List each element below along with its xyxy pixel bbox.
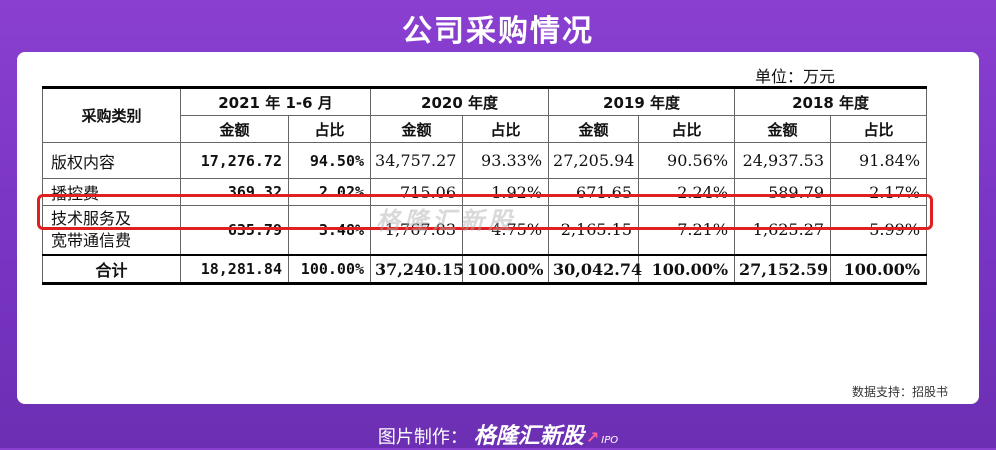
header-row-periods: 采购类别 2021 年 1-6 月 2020 年度 2019 年度 2018 年…: [42, 87, 928, 143]
table-cell: 1,625.27: [734, 205, 832, 256]
table-cell: 671.65: [548, 178, 640, 206]
amount-header: 金额: [734, 115, 832, 143]
table-cell: 5.99%: [830, 205, 928, 256]
row-category: 播控费: [42, 178, 181, 206]
table-cell: 34,757.27: [370, 142, 464, 179]
table-cell: 4.75%: [462, 205, 550, 256]
row-category-line: 宽带通信费: [51, 231, 132, 250]
table-cell: 27,152.59: [734, 254, 832, 284]
page-title: 公司采购情况: [402, 14, 594, 49]
table-cell: 589.79: [734, 178, 832, 206]
table-cell: 24,937.53: [734, 142, 832, 179]
footer-prefix: 图片制作：: [377, 427, 468, 448]
table-cell: 17,276.72: [180, 142, 289, 179]
table-cell: 635.79: [180, 205, 289, 256]
row-category: 合计: [42, 254, 181, 284]
table-cell: 27,205.94: [548, 142, 640, 179]
table-cell: 100.00%: [462, 254, 550, 284]
table-cell: 30,042.74: [548, 254, 642, 284]
row-category: 版权内容: [42, 142, 181, 179]
row-category-line: 技术服务及: [51, 209, 132, 228]
purchase-table: 采购类别 2021 年 1-6 月 2020 年度 2019 年度 2018 年…: [42, 86, 928, 285]
table-cell: 37,240.15: [370, 254, 464, 284]
unit-label: 单位：万元: [755, 67, 836, 86]
period-header: 2018 年度: [734, 87, 928, 116]
table-cell: 1,767.83: [370, 205, 464, 256]
period-header: 2019 年度: [548, 87, 736, 116]
category-header: 采购类别: [42, 87, 181, 143]
table-cell: 94.50%: [287, 142, 372, 179]
table-cell: 7.21%: [638, 205, 736, 256]
period-header: 2020 年度: [370, 87, 550, 116]
table-cell: 100.00%: [287, 254, 372, 284]
ratio-header: 占比: [462, 115, 550, 143]
table-cell: 100.00%: [830, 254, 928, 284]
table-cell: 91.84%: [830, 142, 928, 179]
footer-brand: 格隆汇新股: [473, 424, 584, 449]
table-cell: 2.24%: [638, 178, 736, 206]
table-row-tech-service: 技术服务及 宽带通信费 635.79 3.48% 1,767.83 4.75% …: [42, 205, 928, 256]
header-row-metrics: 金额 占比 金额 占比 金额 占比 金额 占比: [43, 115, 928, 143]
footer: 图片制作： 格隆汇新股 ↗ IPO: [0, 418, 996, 450]
ratio-header: 占比: [830, 115, 928, 143]
row-category: 技术服务及 宽带通信费: [42, 205, 181, 256]
ratio-header: 占比: [287, 115, 372, 143]
table-cell: 2,165.15: [548, 205, 640, 256]
table-cell: 93.33%: [462, 142, 550, 179]
table-cell: 90.56%: [638, 142, 736, 179]
table-cell: 369.32: [180, 178, 289, 206]
table-row-broadcast: 播控费 369.32 2.02% 715.06 1.92% 671.65 2.2…: [42, 178, 928, 206]
footer-ipo: IPO: [601, 435, 619, 446]
table-cell: 100.00%: [638, 254, 736, 284]
source-note: 数据支持：招股书: [852, 385, 949, 399]
table-row-total: 合计 18,281.84 100.00% 37,240.15 100.00% 3…: [42, 254, 928, 284]
table-cell: 715.06: [370, 178, 464, 206]
table-cell: 2.02%: [287, 178, 372, 206]
table-row-copyright: 版权内容 17,276.72 94.50% 34,757.27 93.33% 2…: [42, 142, 928, 179]
ratio-header: 占比: [638, 115, 736, 143]
amount-header: 金额: [370, 115, 464, 143]
table-cell: 1.92%: [462, 178, 550, 206]
table-cell: 2.17%: [830, 178, 928, 206]
table-cell: 18,281.84: [180, 254, 289, 284]
amount-header: 金额: [180, 115, 289, 143]
arrow-icon: ↗: [585, 428, 600, 447]
table-cell: 3.48%: [287, 205, 372, 256]
period-header: 2021 年 1-6 月: [179, 87, 372, 116]
amount-header: 金额: [548, 115, 640, 143]
